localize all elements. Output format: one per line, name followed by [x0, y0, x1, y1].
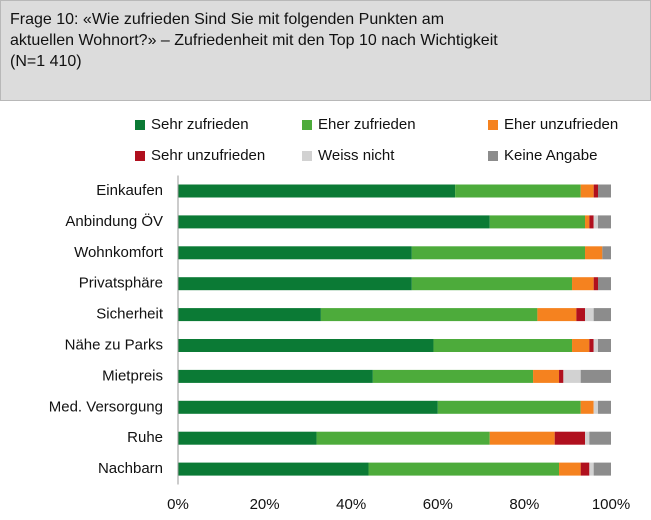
bar-segment — [178, 369, 373, 383]
bar-segment — [593, 184, 599, 198]
bar-segment — [585, 246, 603, 260]
bar-segment — [178, 215, 490, 229]
legend-swatch — [488, 151, 498, 161]
bar-segment — [537, 308, 577, 322]
y-tick-label: Nähe zu Parks — [65, 336, 163, 353]
header: Frage 10: «Wie zufrieden Sind Sie mit fo… — [0, 0, 651, 101]
bar-segment — [178, 246, 412, 260]
legend-swatch — [135, 151, 145, 161]
y-tick-label: Privatsphäre — [79, 275, 163, 292]
bar-segment — [585, 431, 590, 445]
bar-segment — [572, 277, 594, 291]
legend-label: Sehr zufrieden — [151, 116, 249, 133]
bar-segment — [576, 308, 586, 322]
bar-segment — [320, 308, 538, 322]
bar-segment — [316, 431, 490, 445]
y-tick-label: Anbindung ÖV — [65, 212, 163, 230]
bar-segment — [580, 400, 594, 414]
x-tick-label: 60% — [423, 496, 453, 513]
y-tick-label: Wohnkomfort — [74, 244, 164, 261]
legend-label: Weiss nicht — [318, 147, 395, 164]
legend-swatch — [302, 151, 312, 161]
bar-segment — [563, 369, 581, 383]
bar-segment — [455, 184, 581, 198]
bar-segment — [178, 400, 438, 414]
bar-segment — [580, 462, 590, 476]
legend-swatch — [488, 120, 498, 130]
bar-segment — [580, 369, 611, 383]
bar-segment — [559, 369, 564, 383]
bar-segment — [593, 308, 611, 322]
y-tick-label: Nachbarn — [98, 460, 163, 477]
legend-swatch — [135, 120, 145, 130]
chart-title: Frage 10: «Wie zufrieden Sind Sie mit fo… — [10, 11, 498, 70]
bar-segment — [533, 369, 560, 383]
bar-segment — [433, 339, 573, 352]
legend-label: Keine Angabe — [504, 147, 597, 164]
bar-segment — [178, 462, 369, 476]
bar-segment — [585, 215, 590, 229]
bar-segment — [598, 277, 611, 291]
bar-segment — [593, 462, 611, 476]
y-tick-label: Med. Versorgung — [49, 398, 163, 415]
y-tick-label: Ruhe — [127, 429, 163, 446]
bar-segment — [598, 184, 611, 198]
bar-segment — [178, 184, 456, 198]
bar-segment — [178, 308, 321, 322]
bar-segment — [598, 339, 611, 352]
y-tick-label: Mietpreis — [102, 367, 163, 384]
bar-segment — [489, 215, 586, 229]
bar-segment — [602, 246, 611, 260]
bar-segment — [572, 339, 590, 352]
bar-segment — [554, 431, 586, 445]
x-tick-label: 100% — [592, 496, 630, 513]
bar-segment — [598, 400, 611, 414]
bar-segment — [593, 277, 599, 291]
x-tick-label: 80% — [509, 496, 539, 513]
legend-label: Eher unzufrieden — [504, 116, 618, 133]
y-tick-label: Sicherheit — [96, 306, 164, 323]
bar-segment — [593, 339, 599, 352]
bar-segment — [368, 462, 560, 476]
legend-label: Sehr unzufrieden — [151, 147, 265, 164]
legend-label: Eher zufrieden — [318, 116, 416, 133]
x-tick-label: 0% — [167, 496, 189, 513]
bar-segment — [589, 431, 611, 445]
bar-segment — [489, 431, 555, 445]
bar-segment — [598, 215, 611, 229]
bar-segment — [580, 184, 594, 198]
bar-segment — [593, 400, 599, 414]
bar-segment — [411, 246, 586, 260]
bar-segment — [178, 431, 317, 445]
bar-segment — [372, 369, 534, 383]
bar-segment — [585, 308, 594, 322]
x-tick-label: 40% — [336, 496, 366, 513]
bar-segment — [589, 462, 594, 476]
x-tick-label: 20% — [250, 496, 280, 513]
y-tick-label: Einkaufen — [96, 182, 163, 199]
bar-segment — [593, 215, 599, 229]
bar-segment — [178, 277, 412, 291]
legend-swatch — [302, 120, 312, 130]
bar-segment — [589, 215, 594, 229]
bar-segment — [178, 339, 434, 352]
bar-segment — [559, 462, 581, 476]
bar-segment — [589, 339, 594, 352]
bar-segment — [437, 400, 581, 414]
bar-segment — [411, 277, 573, 291]
